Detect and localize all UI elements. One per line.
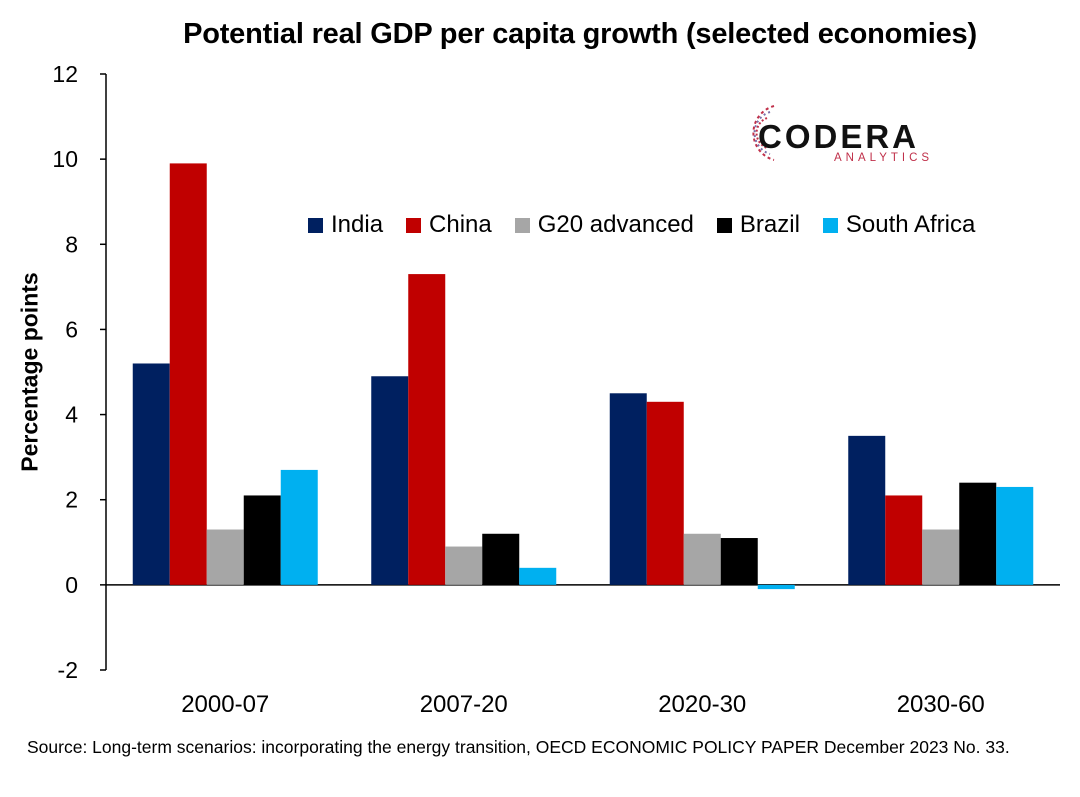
source-note: Source: Long-term scenarios: incorporati…	[27, 737, 1010, 757]
legend-label: South Africa	[845, 211, 976, 238]
logo-name: CODERA	[758, 118, 920, 155]
legend-label: Brazil	[739, 211, 800, 238]
bar-south-africa	[519, 567, 557, 585]
y-tick-label: 8	[65, 231, 78, 257]
legend-item: G20 advanced	[514, 211, 694, 239]
y-axis-label: Percentage points	[16, 272, 43, 472]
legend-swatch	[406, 217, 422, 233]
bar-brazil	[243, 495, 281, 585]
bar-india	[609, 393, 647, 585]
bar-china	[646, 401, 684, 585]
legend-label: G20 advanced	[537, 211, 694, 238]
bar-south-africa	[996, 486, 1034, 585]
y-tick-label: 2	[65, 487, 78, 513]
y-tick-label: 6	[65, 316, 78, 342]
bar-china	[169, 163, 207, 585]
y-tick-label: -2	[58, 657, 78, 683]
codera-logo: CODERA ANALYTICS	[740, 98, 950, 168]
bar-south-africa	[280, 469, 318, 585]
legend: India China G20 advanced Brazil South Africa	[308, 211, 998, 239]
bar-g20-advanced	[445, 546, 483, 585]
legend-label: India	[331, 211, 384, 238]
bar-india	[371, 376, 409, 585]
bar-india	[132, 363, 170, 585]
bar-g20-advanced	[206, 529, 244, 585]
bar-g20-advanced	[683, 533, 721, 585]
legend-swatch	[514, 217, 530, 233]
legend-swatch	[308, 217, 323, 233]
legend-item: China	[406, 211, 492, 239]
bar-south-africa	[757, 584, 795, 590]
x-tick-label: 2020-30	[658, 691, 746, 718]
legend-item: India	[308, 211, 383, 239]
y-tick-label: 10	[52, 146, 78, 172]
bar-india	[848, 435, 886, 585]
bar-brazil	[720, 538, 758, 585]
legend-label: China	[429, 211, 492, 238]
x-tick-label: 2007-20	[420, 691, 508, 718]
x-tick-label: 2000-07	[181, 691, 269, 718]
bar-brazil	[959, 482, 997, 585]
bar-g20-advanced	[922, 529, 960, 585]
logo-subtitle: ANALYTICS	[834, 152, 934, 164]
bar-china	[885, 495, 923, 585]
chart-title: Potential real GDP per capita growth (se…	[183, 18, 977, 50]
y-tick-label: 4	[65, 402, 78, 428]
legend-item: Brazil	[716, 211, 800, 239]
y-tick-label: 12	[52, 61, 78, 87]
bar-brazil	[482, 533, 520, 585]
legend-swatch	[716, 217, 732, 233]
y-tick-label: 0	[65, 572, 78, 598]
bar-china	[408, 274, 446, 585]
x-tick-label: 2030-60	[897, 691, 985, 718]
legend-item: South Africa	[822, 211, 976, 239]
logo-dots-icon	[752, 105, 775, 161]
legend-swatch	[822, 217, 838, 233]
